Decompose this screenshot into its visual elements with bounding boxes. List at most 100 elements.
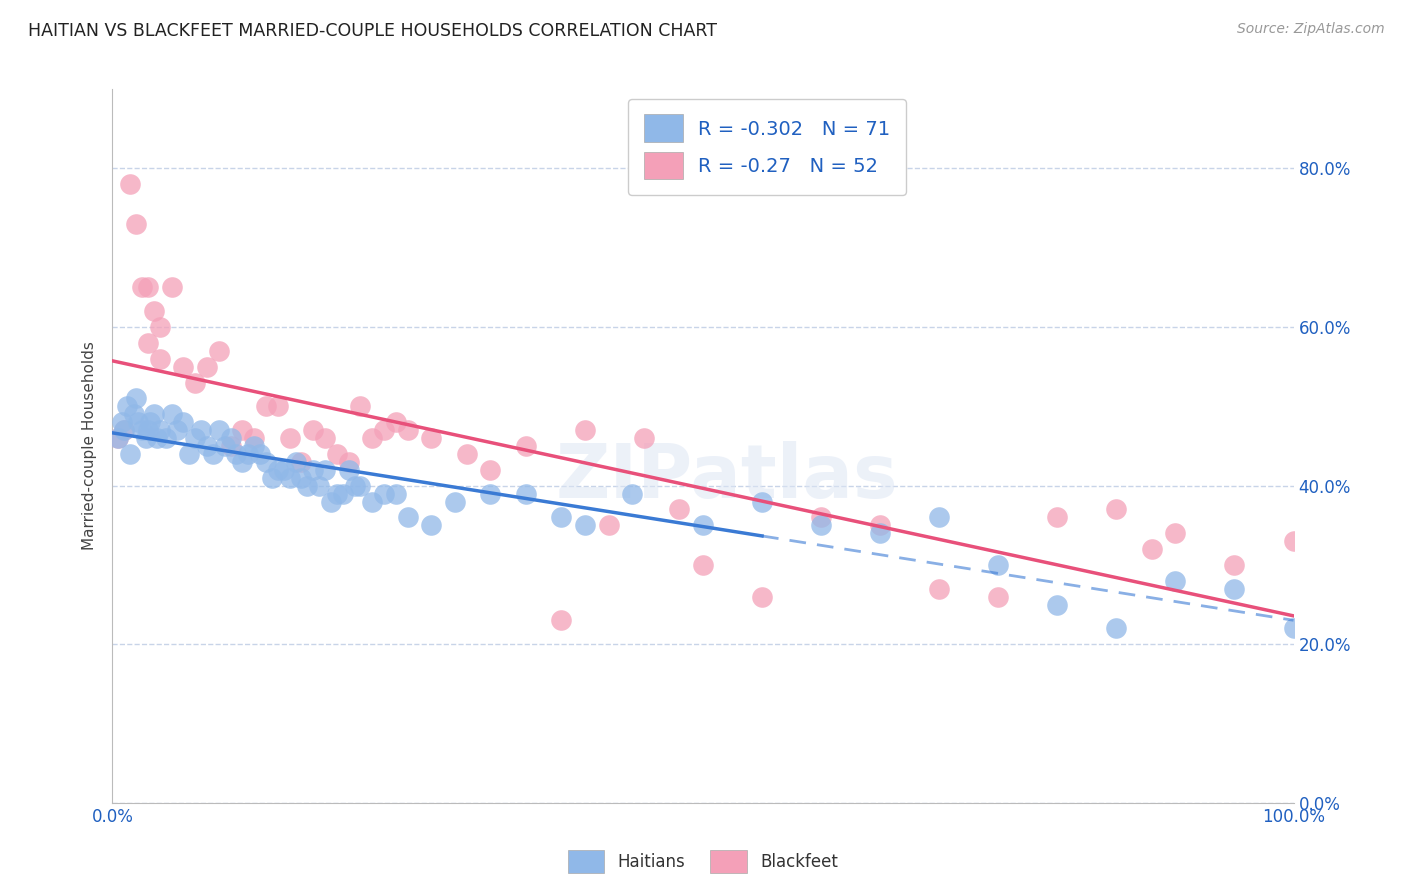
Legend: Haitians, Blackfeet: Haitians, Blackfeet: [561, 843, 845, 880]
Point: [319, 494, 342, 508]
Point: [343, 478, 366, 492]
Point: [243, 431, 266, 445]
Point: [1046, 510, 1069, 524]
Point: [349, 478, 371, 492]
Text: Source: ZipAtlas.com: Source: ZipAtlas.com: [1237, 22, 1385, 37]
Point: [314, 463, 336, 477]
Point: [1046, 598, 1069, 612]
Point: [273, 463, 295, 477]
Point: [231, 455, 253, 469]
Point: [1140, 542, 1163, 557]
Point: [361, 431, 384, 445]
Point: [869, 518, 891, 533]
Point: [598, 518, 620, 533]
Point: [125, 217, 148, 231]
Point: [420, 518, 443, 533]
Point: [396, 510, 419, 524]
Point: [314, 431, 336, 445]
Point: [326, 447, 349, 461]
Point: [751, 494, 773, 508]
Point: [112, 423, 135, 437]
Point: [308, 478, 330, 492]
Point: [550, 510, 572, 524]
Point: [115, 400, 138, 414]
Point: [479, 463, 502, 477]
Point: [928, 582, 950, 596]
Point: [692, 558, 714, 572]
Point: [149, 320, 172, 334]
Point: [184, 431, 207, 445]
Point: [142, 407, 165, 421]
Point: [195, 359, 218, 374]
Point: [290, 455, 312, 469]
Point: [184, 376, 207, 390]
Point: [302, 423, 325, 437]
Point: [160, 407, 183, 421]
Point: [146, 431, 169, 445]
Point: [1105, 621, 1128, 635]
Point: [254, 455, 277, 469]
Point: [107, 431, 129, 445]
Point: [326, 486, 349, 500]
Point: [337, 455, 360, 469]
Point: [337, 463, 360, 477]
Point: [810, 518, 832, 533]
Point: [219, 431, 242, 445]
Point: [385, 415, 408, 429]
Point: [260, 471, 283, 485]
Point: [574, 423, 596, 437]
Point: [219, 439, 242, 453]
Point: [208, 423, 231, 437]
Point: [172, 415, 194, 429]
Point: [621, 486, 644, 500]
Point: [515, 439, 537, 453]
Point: [1223, 582, 1246, 596]
Point: [810, 510, 832, 524]
Point: [149, 423, 172, 437]
Point: [751, 590, 773, 604]
Point: [195, 439, 218, 453]
Point: [131, 423, 153, 437]
Point: [928, 510, 950, 524]
Point: [692, 518, 714, 533]
Point: [125, 392, 148, 406]
Point: [120, 178, 142, 192]
Point: [349, 400, 371, 414]
Point: [172, 359, 194, 374]
Point: [111, 415, 134, 429]
Point: [1164, 526, 1187, 541]
Point: [302, 463, 325, 477]
Point: [249, 447, 271, 461]
Point: [1105, 502, 1128, 516]
Point: [267, 463, 290, 477]
Text: ZIPatlas: ZIPatlas: [555, 442, 898, 514]
Point: [136, 280, 159, 294]
Point: [550, 614, 572, 628]
Point: [1282, 621, 1305, 635]
Point: [373, 423, 395, 437]
Point: [135, 431, 157, 445]
Point: [139, 415, 162, 429]
Point: [373, 486, 395, 500]
Point: [1164, 574, 1187, 588]
Y-axis label: Married-couple Households: Married-couple Households: [82, 342, 97, 550]
Point: [668, 502, 690, 516]
Point: [149, 351, 172, 366]
Point: [243, 439, 266, 453]
Point: [201, 447, 224, 461]
Point: [479, 486, 502, 500]
Point: [267, 400, 290, 414]
Text: HAITIAN VS BLACKFEET MARRIED-COUPLE HOUSEHOLDS CORRELATION CHART: HAITIAN VS BLACKFEET MARRIED-COUPLE HOUS…: [28, 22, 717, 40]
Point: [127, 415, 149, 429]
Point: [456, 447, 478, 461]
Point: [869, 526, 891, 541]
Point: [225, 447, 247, 461]
Point: [515, 486, 537, 500]
Point: [112, 423, 135, 437]
Point: [214, 439, 236, 453]
Point: [297, 478, 319, 492]
Point: [987, 590, 1010, 604]
Point: [290, 471, 312, 485]
Point: [142, 304, 165, 318]
Point: [166, 423, 188, 437]
